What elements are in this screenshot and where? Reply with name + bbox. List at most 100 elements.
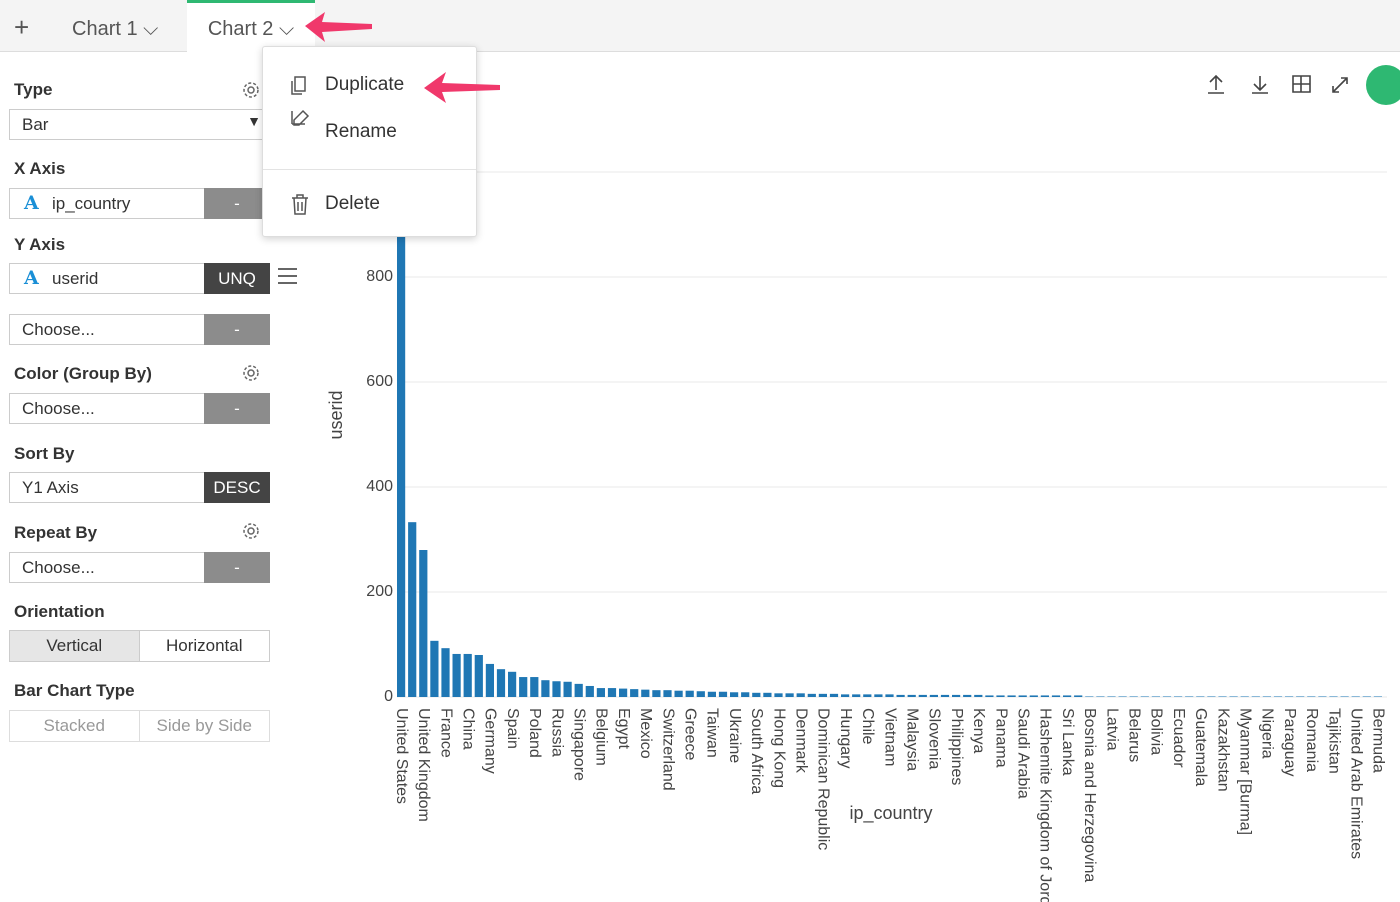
bar (1063, 695, 1072, 697)
button[interactable]: - (204, 393, 270, 424)
bar (1251, 696, 1260, 697)
menu-icons (291, 76, 310, 215)
x-tick-label: Bermuda (1370, 708, 1387, 773)
menu-item[interactable]: Delete (325, 193, 380, 214)
y-tick-label: 200 (366, 583, 393, 600)
bar (474, 655, 483, 697)
option[interactable]: Horizontal (165, 636, 243, 655)
bar (963, 694, 972, 697)
x-tick-label: Latvia (1103, 708, 1120, 751)
option[interactable]: Stacked (10, 711, 140, 741)
color-field[interactable]: Choose... - (9, 393, 270, 424)
pin-button[interactable] (1366, 65, 1400, 105)
x-tick-label: Nigeria (1259, 708, 1276, 759)
bar (863, 694, 872, 697)
x-tick-label: Malaysia (903, 708, 920, 771)
sort-field[interactable]: Y1 Axis DESC (9, 472, 270, 503)
bar (940, 694, 950, 697)
x-tick-label: Switzerland (659, 708, 676, 791)
menu-item[interactable]: Duplicate (325, 74, 405, 95)
gear-icon[interactable] (243, 523, 259, 539)
tab-active[interactable]: Chart 2 ⌵ (187, 0, 315, 52)
sort-label: Sort By (14, 444, 75, 463)
y-axis-extra-field[interactable]: Choose... - (9, 314, 270, 345)
y-tick-label: 600 (366, 373, 393, 390)
x-tick-label: Chile (859, 708, 876, 745)
x-tick-label: Kazakhstan (1214, 708, 1231, 792)
bar (929, 694, 938, 697)
bar (552, 681, 561, 697)
bar (619, 688, 628, 697)
duplicate-icon (291, 76, 306, 95)
option-active[interactable]: Vertical (10, 631, 140, 661)
x-tick-label: Ukraine (726, 708, 743, 763)
x-tick-label: Philippines (948, 708, 965, 785)
bar (741, 692, 750, 697)
orientation-label: Orientation (14, 602, 105, 621)
menu-icon[interactable] (278, 268, 297, 284)
bar (1129, 696, 1138, 697)
bar (1051, 695, 1061, 697)
bar (585, 685, 594, 697)
x-tick-label: Belarus (1125, 708, 1142, 762)
type-icon: A (24, 267, 39, 289)
table-icon[interactable] (1292, 75, 1311, 93)
repeat-field[interactable]: Choose... - (9, 552, 270, 583)
bar (607, 688, 617, 697)
bar (441, 648, 450, 697)
x-tick-label: Vietnam (881, 708, 898, 766)
field: userid (52, 269, 99, 288)
expand-icon[interactable] (1332, 77, 1348, 93)
bar (785, 693, 794, 697)
add-tab[interactable]: + (14, 12, 30, 42)
x-tick-label: Ecuador (1170, 708, 1187, 768)
bar (1151, 696, 1160, 697)
menu-item[interactable]: Rename (325, 121, 397, 142)
bar (530, 677, 539, 697)
x-tick-label: Greece (681, 708, 698, 761)
bar (1229, 696, 1238, 697)
field: Choose... (22, 320, 95, 339)
x-tick-label: Myanmar [Burma] (1236, 708, 1253, 835)
delete-icon (292, 194, 308, 215)
button[interactable]: - (204, 188, 270, 219)
x-tick-label: Tajikistan (1325, 708, 1342, 774)
bar (519, 677, 528, 697)
type-label: Type (14, 80, 53, 99)
orientation-toggle: Vertical Horizontal (9, 630, 270, 662)
bar (452, 653, 461, 697)
x-axis-label: X Axis (14, 159, 66, 178)
tab[interactable]: Chart 1 ⌵ (72, 18, 159, 40)
type-select[interactable]: Bar ▼ (9, 109, 270, 140)
button[interactable]: - (204, 314, 270, 345)
toolbar (1208, 65, 1400, 105)
bar (485, 663, 494, 697)
button[interactable]: DESC (204, 472, 270, 503)
bar (596, 688, 605, 697)
bar (508, 671, 517, 697)
button[interactable]: UNQ (204, 263, 270, 294)
x-tick-label: Saudi Arabia (1014, 708, 1031, 799)
field: Choose... (22, 558, 95, 577)
bar (641, 689, 650, 697)
repeat-label: Repeat By (14, 523, 98, 542)
gear-icon[interactable] (243, 82, 259, 98)
bar (718, 691, 728, 697)
bar (952, 694, 961, 697)
x-tick-label: Panama (992, 708, 1009, 768)
bar (763, 692, 772, 697)
bar (1307, 696, 1316, 697)
gear-icon[interactable] (243, 365, 259, 381)
x-tick-label: Poland (526, 708, 543, 758)
download-icon[interactable] (1252, 76, 1268, 94)
option[interactable]: Side by Side (156, 716, 252, 735)
x-tick-label: Belgium (593, 708, 610, 766)
bar (1340, 696, 1349, 697)
button[interactable]: - (204, 552, 270, 583)
bar (829, 693, 839, 697)
field: Y1 Axis (22, 478, 79, 497)
export-icon[interactable] (1208, 74, 1224, 94)
